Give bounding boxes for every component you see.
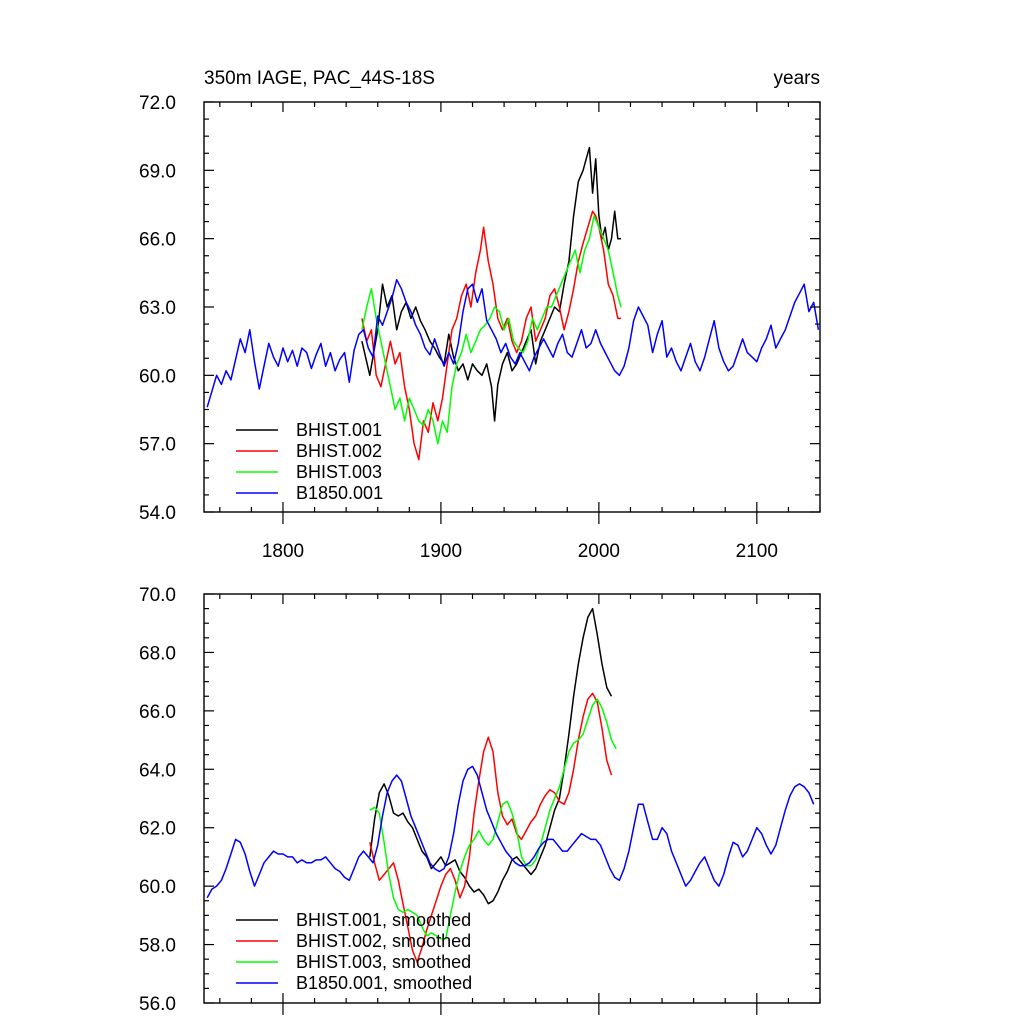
x-tick-label: 2000 bbox=[578, 541, 620, 562]
y-tick-label: 68.0 bbox=[139, 643, 176, 664]
legend-label: B1850.001, smoothed bbox=[296, 973, 472, 993]
panel-2: 56.0 58.0 60.0 62.0 64.0 66.0 68.0 70.0 BHIST.00… bbox=[139, 585, 821, 1015]
legend-label: BHIST.002 bbox=[296, 441, 382, 461]
chart-title: 350m IAGE, PAC_44S-18S bbox=[204, 68, 435, 89]
legend-label: BHIST.001 bbox=[296, 420, 382, 440]
legend-label: BHIST.003, smoothed bbox=[296, 952, 471, 972]
y-tick-label: 60.0 bbox=[139, 366, 176, 387]
legend-label: BHIST.002, smoothed bbox=[296, 931, 471, 951]
x-tick-label: 1900 bbox=[420, 541, 462, 562]
y-tick-label: 64.0 bbox=[139, 760, 176, 781]
y-tick-label: 70.0 bbox=[139, 585, 176, 606]
y-tick-label: 54.0 bbox=[139, 503, 176, 524]
y-tick-label: 60.0 bbox=[139, 877, 176, 898]
legend-label: BHIST.003 bbox=[296, 462, 382, 482]
y-tick-label: 72.0 bbox=[139, 93, 176, 114]
series-line-1 bbox=[369, 607, 613, 905]
series-line-3 bbox=[369, 698, 617, 940]
legend-label: BHIST.001, smoothed bbox=[296, 910, 471, 930]
legend-label: B1850.001 bbox=[296, 483, 383, 503]
y-tick-label: 57.0 bbox=[139, 435, 176, 456]
series-line-2 bbox=[369, 692, 613, 963]
series-line-4 bbox=[206, 765, 815, 899]
chart-units-label: years bbox=[774, 68, 820, 89]
y-tick-label: 66.0 bbox=[139, 702, 176, 723]
y-tick-label: 56.0 bbox=[139, 994, 176, 1015]
y-tick-label: 62.0 bbox=[139, 819, 176, 840]
x-tick-label: 2100 bbox=[736, 541, 778, 562]
series-line-3 bbox=[361, 215, 622, 445]
x-tick-label: 1800 bbox=[262, 541, 304, 562]
series-line-1 bbox=[361, 146, 621, 422]
y-tick-label: 66.0 bbox=[139, 230, 176, 251]
y-tick-label: 69.0 bbox=[139, 161, 176, 182]
series-line-2 bbox=[361, 210, 621, 461]
series-line-4 bbox=[206, 278, 820, 408]
y-tick-label: 58.0 bbox=[139, 936, 176, 957]
panel-1: 54.0 57.0 60.0 63.0 66.0 69.0 72.0 1800 1900 2000… bbox=[139, 93, 821, 562]
y-tick-label: 63.0 bbox=[139, 298, 176, 319]
